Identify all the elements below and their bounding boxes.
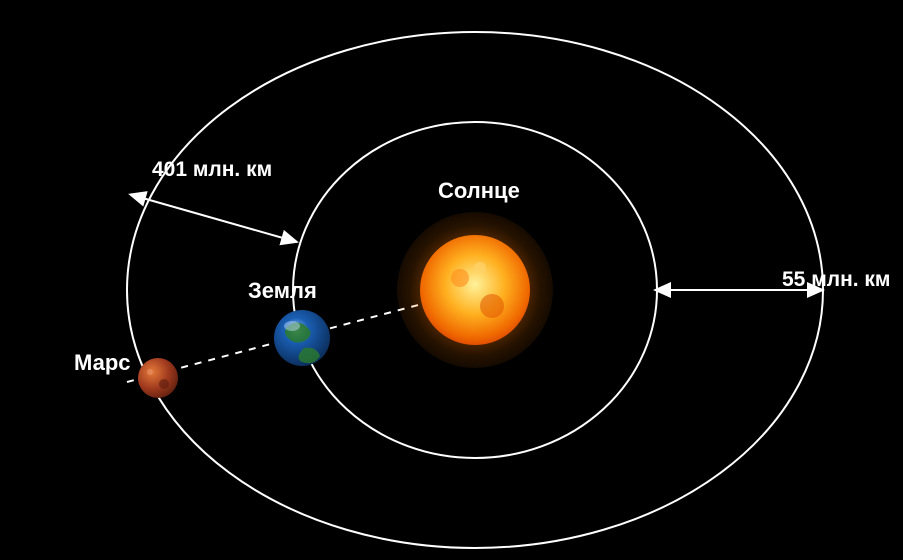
orbits-svg xyxy=(0,0,903,560)
sun-label: Солнце xyxy=(438,178,520,204)
earth-label: Земля xyxy=(248,278,317,304)
distance-arrow-left xyxy=(132,195,297,242)
mars-label: Марс xyxy=(74,350,131,376)
sun xyxy=(397,212,553,368)
distance-right-label: 55 млн. км xyxy=(782,268,890,292)
orbit-diagram: Солнце Земля Марс 401 млн. км 55 млн. км xyxy=(0,0,903,560)
distance-left-label: 401 млн. км xyxy=(152,158,272,182)
mars xyxy=(138,358,178,398)
earth xyxy=(274,310,330,366)
